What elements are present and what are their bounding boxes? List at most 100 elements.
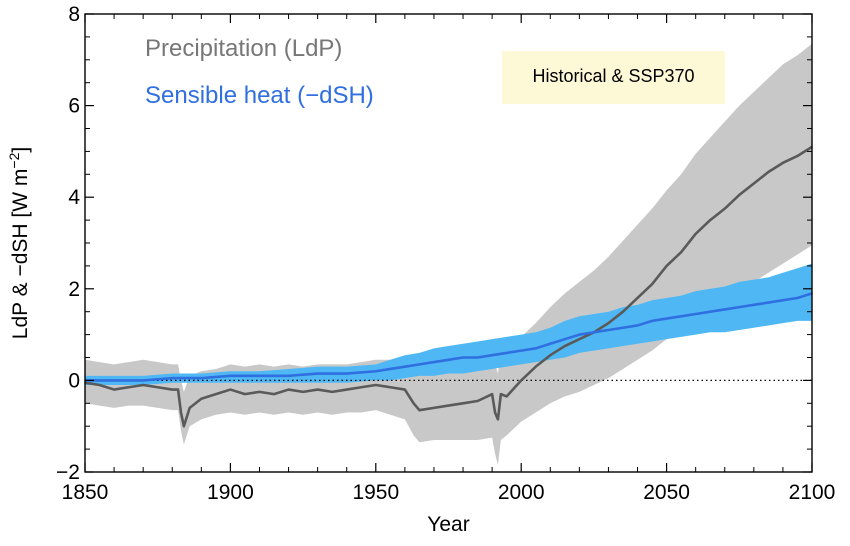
point-precipitation [520,379,522,382]
point-precipitation [177,388,179,391]
point-sensible-heat [593,331,595,334]
point-sensible-heat [723,308,726,311]
point-precipitation [316,388,319,391]
y-tick-label: 8 [68,3,80,26]
y-axis-ticks: −2 0 2 4 6 8 [56,3,812,484]
point-sensible-heat [680,315,682,318]
point-precipitation [200,397,203,400]
scenario-box [502,51,725,104]
point-precipitation [505,395,508,398]
y-tick-label: 4 [68,186,80,209]
point-sensible-heat [171,377,174,379]
point-precipitation [782,162,784,164]
point-precipitation [491,393,493,395]
scenario-label: Historical & SSP370 [532,66,694,86]
point-precipitation [188,407,191,409]
y-axis-title-close: ] [9,147,32,153]
point-precipitation [709,219,712,221]
point-precipitation [694,233,697,235]
x-tick-label: 1950 [352,481,399,504]
y-axis-title-exponent: −2 [6,152,22,168]
point-sensible-heat [447,358,450,361]
point-precipitation [476,400,479,402]
point-sensible-heat [665,317,668,320]
point-precipitation [389,386,392,389]
point-sensible-heat [258,375,261,377]
point-sensible-heat [200,377,203,379]
point-precipitation [622,310,624,313]
point-sensible-heat [578,333,581,336]
point-precipitation [564,345,566,347]
y-tick-label: 6 [68,95,80,118]
point-sensible-heat [287,375,290,377]
point-sensible-heat [753,304,755,306]
y-tick-label: 2 [68,278,80,301]
point-precipitation [578,338,581,340]
point-sensible-heat [113,379,115,382]
point-precipitation [607,322,610,324]
point-precipitation [651,283,653,286]
point-precipitation [500,393,502,395]
point-sensible-heat [462,356,464,359]
line-precipitation [84,145,813,428]
point-precipitation [345,388,348,391]
point-precipitation [497,418,499,421]
point-sensible-heat [796,297,799,299]
point-precipitation [412,402,415,405]
point-sensible-heat [622,326,624,329]
point-precipitation [738,194,741,196]
point-precipitation [229,388,232,391]
point-precipitation [360,386,363,389]
y-axis-title: LdP & −dSH [W m−2] [6,147,32,339]
point-sensible-heat [709,310,712,313]
point-sensible-heat [636,324,639,327]
x-axis-title: Year [427,513,469,536]
point-precipitation [244,393,246,395]
point-precipitation [287,388,290,391]
point-precipitation [142,384,144,386]
point-precipitation [753,182,755,185]
point-sensible-heat [404,365,406,368]
y-tick-label: 0 [68,369,80,392]
point-sensible-heat [345,372,348,375]
y-tick-label: −2 [56,461,80,484]
point-sensible-heat [389,368,392,370]
x-axis-ticks: 1850 1900 1950 2000 2050 2100 [62,14,836,504]
point-sensible-heat [767,301,770,304]
x-tick-label: 2100 [789,481,836,504]
point-sensible-heat [476,356,479,359]
point-sensible-heat [782,299,784,302]
point-precipitation [494,411,496,414]
point-precipitation [462,402,464,405]
point-sensible-heat [491,354,493,357]
point-sensible-heat [651,320,653,322]
band-precipitation [85,43,812,466]
series-lines [84,145,813,428]
point-sensible-heat [375,370,377,373]
point-sensible-heat [505,352,508,354]
point-precipitation [636,297,639,299]
point-sensible-heat [229,375,232,377]
point-sensible-heat [316,372,319,375]
point-precipitation [127,386,130,389]
point-sensible-heat [607,329,610,331]
point-precipitation [433,407,435,409]
point-precipitation [796,155,799,157]
point-precipitation [680,251,682,253]
point-precipitation [418,409,421,411]
point-precipitation [180,411,182,414]
point-precipitation [183,425,185,428]
x-tick-label: 2050 [643,481,690,504]
point-precipitation [331,391,333,393]
point-sensible-heat [564,338,566,340]
point-precipitation [215,393,217,395]
point-sensible-heat [418,363,421,366]
point-precipitation [98,384,101,386]
point-precipitation [404,388,406,391]
point-sensible-heat [534,347,537,350]
point-sensible-heat [520,349,522,352]
point-sensible-heat [142,379,144,382]
point-precipitation [534,365,537,368]
y-axis-title-main: LdP & −dSH [W m [9,169,32,340]
